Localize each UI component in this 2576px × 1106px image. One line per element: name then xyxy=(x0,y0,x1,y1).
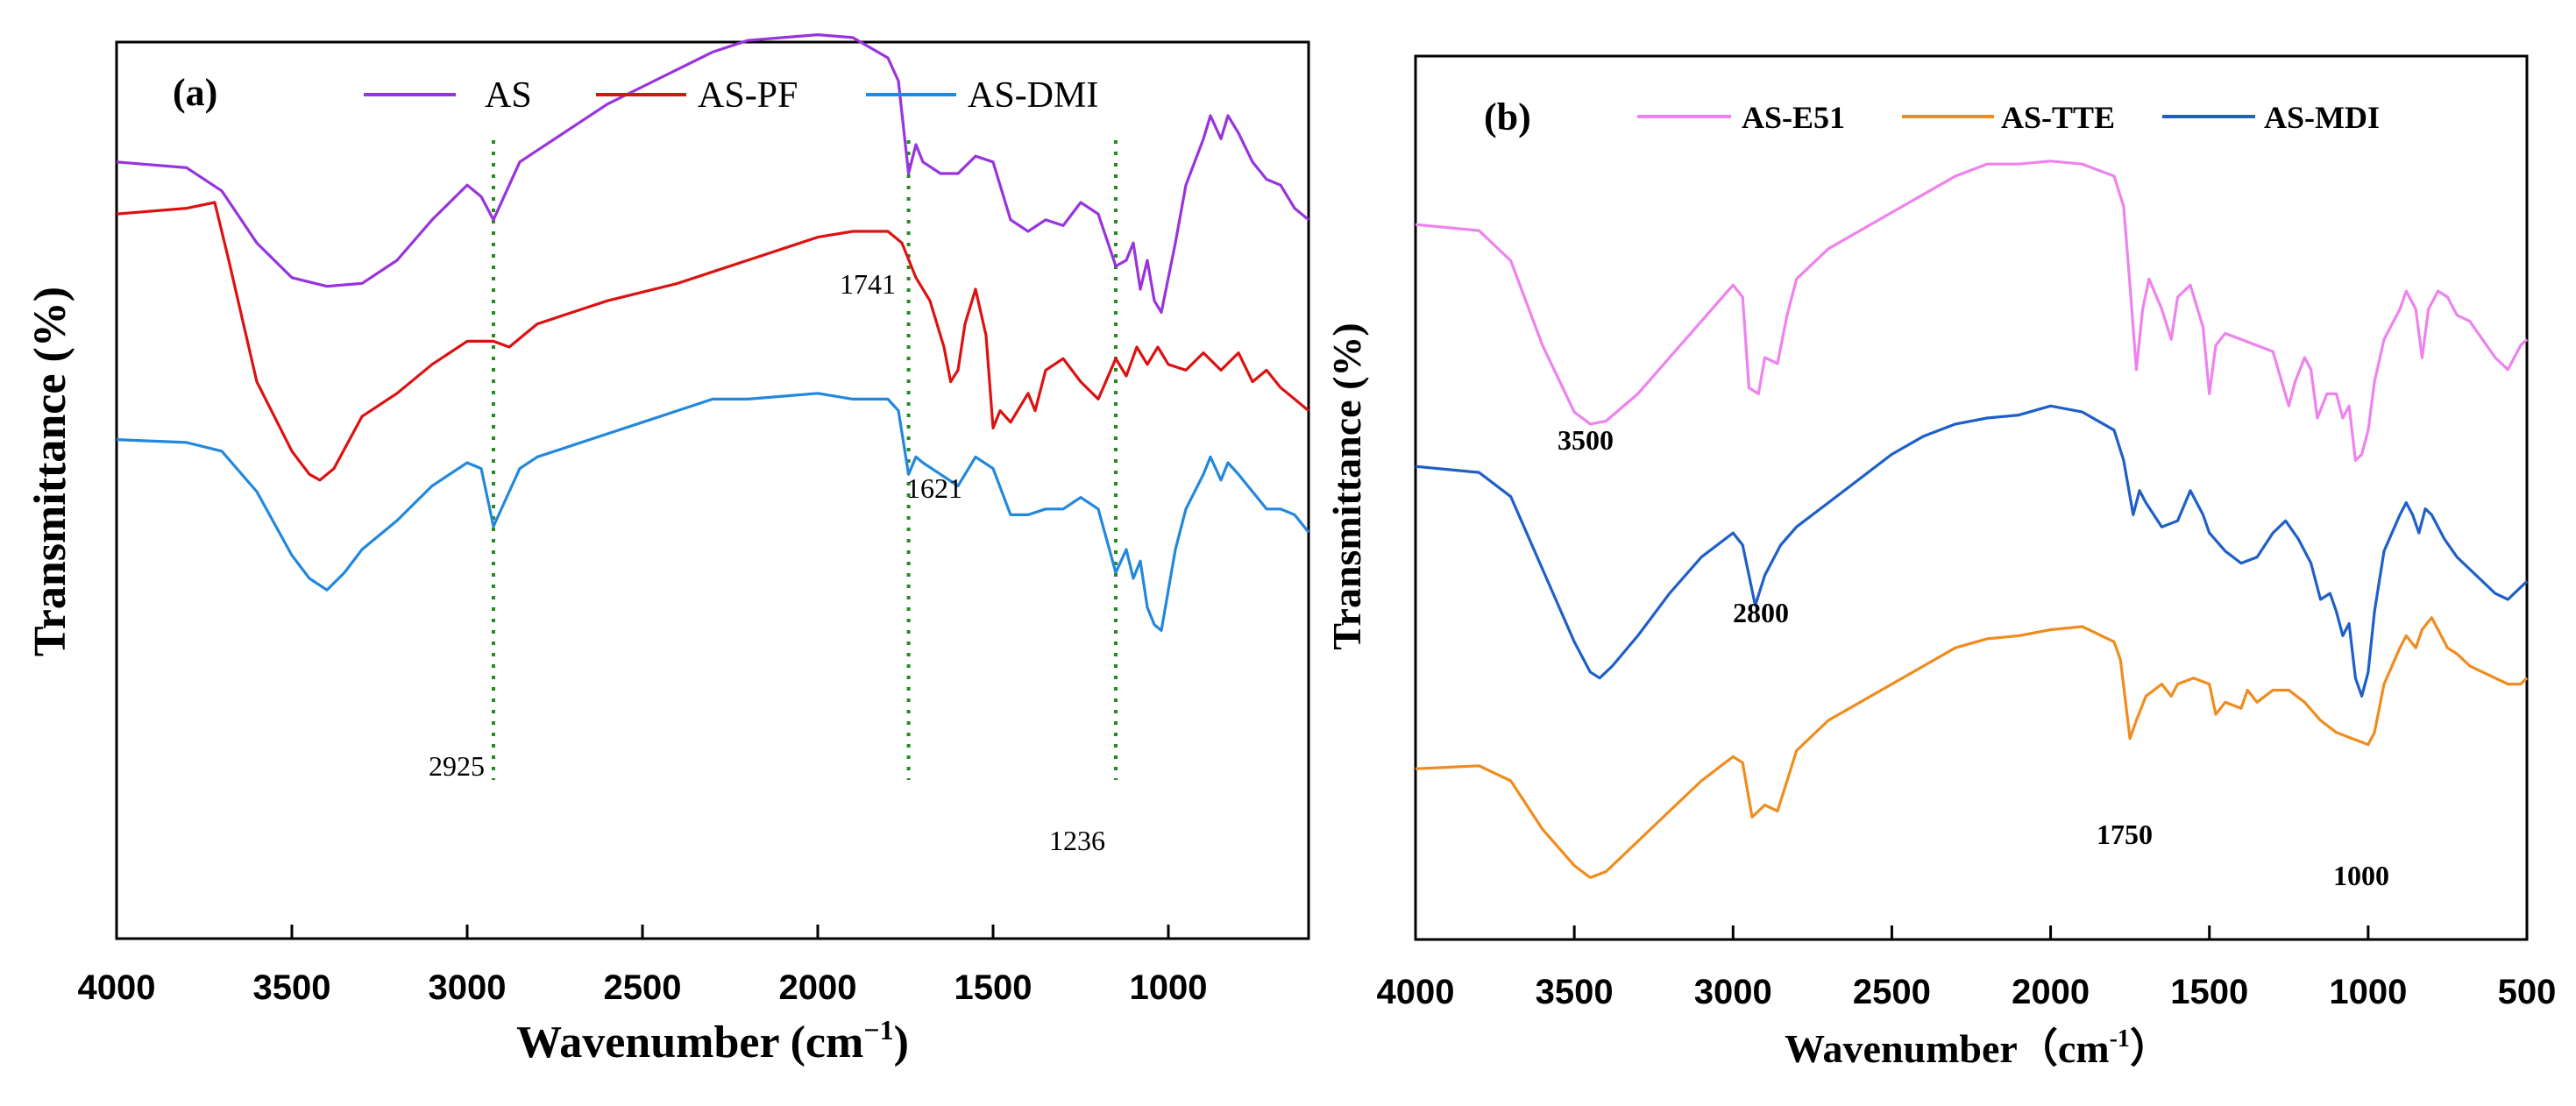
annotation-1000: 1000 xyxy=(2333,860,2389,891)
series-line-as-mdi xyxy=(1415,404,2529,698)
panel-b-legend: AS-E51 AS-TTE AS-MDI xyxy=(1637,100,2380,135)
legend-label-as-mdi: AS-MDI xyxy=(2264,100,2380,135)
annotation-1750: 1750 xyxy=(2097,819,2153,850)
annotation-3500: 3500 xyxy=(1558,424,1614,456)
panel-a-x-axis-label-main: Wavenumber (cm xyxy=(516,1017,863,1067)
x-tick-label: 1500 xyxy=(2170,973,2248,1011)
series-line-as-e51 xyxy=(1415,160,2529,462)
panel-a-legend: AS AS-PF AS-DMI xyxy=(364,75,1098,116)
series-line-as xyxy=(116,33,1310,314)
panel-a-x-axis-label-exp: −1 xyxy=(863,1014,893,1046)
x-tick-label: 4000 xyxy=(78,968,156,1007)
panel-a-series xyxy=(116,33,1310,632)
x-tick-label: 1000 xyxy=(2329,973,2407,1011)
panel-a-x-axis-label-close: ) xyxy=(894,1017,909,1067)
panel-a-y-axis-label: Transmittance (%) xyxy=(25,287,75,656)
panel-a-x-axis-label: Wavenumber (cm−1) xyxy=(516,1014,909,1067)
legend-label-as-tte: AS-TTE xyxy=(2001,100,2115,135)
annotation-1741: 1741 xyxy=(840,268,896,300)
x-tick-label: 3500 xyxy=(253,968,331,1007)
panel-b-x-axis-label-exp: -1 xyxy=(2110,1025,2130,1053)
panel-b-x-axis-label-main: Wavenumber xyxy=(1785,1026,2018,1071)
series-line-as-tte xyxy=(1415,616,2529,879)
panel-b-x-axis-label-close: ） xyxy=(2130,1026,2170,1071)
annotation-2925: 2925 xyxy=(429,750,485,782)
x-tick-label: 3000 xyxy=(1694,973,1772,1011)
x-tick-label: 4000 xyxy=(1377,973,1455,1011)
x-tick-label: 2500 xyxy=(604,968,682,1007)
x-tick-label: 500 xyxy=(2498,973,2557,1011)
x-tick-label: 3500 xyxy=(1536,973,1614,1011)
panel-b-x-axis-label: Wavenumber（cm-1） xyxy=(1785,1025,2170,1071)
x-tick-label: 2500 xyxy=(1853,973,1931,1011)
annotation-2800: 2800 xyxy=(1733,597,1789,628)
panel-a: 4000 3500 3000 2500 2000 1500 1000 (a) AS AS-P… xyxy=(25,33,1310,1067)
x-tick-label: 1000 xyxy=(1130,968,1208,1007)
panel-a-reference-lines xyxy=(492,140,1118,780)
x-tick-label: 3000 xyxy=(429,968,507,1007)
legend-label-as-pf: AS-PF xyxy=(698,75,798,116)
panel-b-x-ticks: 4000 3500 3000 2500 2000 1500 1000 500 xyxy=(1377,925,2557,1011)
x-tick-label: 1500 xyxy=(954,968,1033,1007)
panel-a-plot-frame xyxy=(115,40,1310,940)
panel-b-plot-frame xyxy=(1414,54,2529,941)
panel-b-y-axis-label: Transmittance (%) xyxy=(1324,323,1369,649)
panel-b: 4000 3500 3000 2500 2000 1500 1000 500 (b) AS-E… xyxy=(1324,54,2557,1071)
x-tick-label: 2000 xyxy=(779,968,857,1007)
panel-b-label: (b) xyxy=(1484,96,1531,138)
legend-label-as: AS xyxy=(485,75,532,116)
panel-a-annotations: 1741 1621 2925 1236 xyxy=(429,268,1105,856)
legend-label-as-e51: AS-E51 xyxy=(1742,100,1845,135)
panel-b-x-axis-label-open: （cm xyxy=(2018,1026,2110,1071)
x-tick-label: 2000 xyxy=(2012,973,2090,1011)
panel-a-x-ticks: 4000 3500 3000 2500 2000 1500 1000 xyxy=(78,925,1208,1007)
annotation-1236: 1236 xyxy=(1049,825,1105,856)
series-line-as-pf xyxy=(116,201,1310,482)
panel-b-series xyxy=(1415,160,2529,879)
annotation-1621: 1621 xyxy=(906,472,962,504)
panel-b-annotations: 3500 2800 1750 1000 xyxy=(1558,424,2389,891)
panel-a-label: (a) xyxy=(173,71,217,114)
series-line-as-dmi xyxy=(116,392,1310,632)
legend-label-as-dmi: AS-DMI xyxy=(968,75,1098,116)
